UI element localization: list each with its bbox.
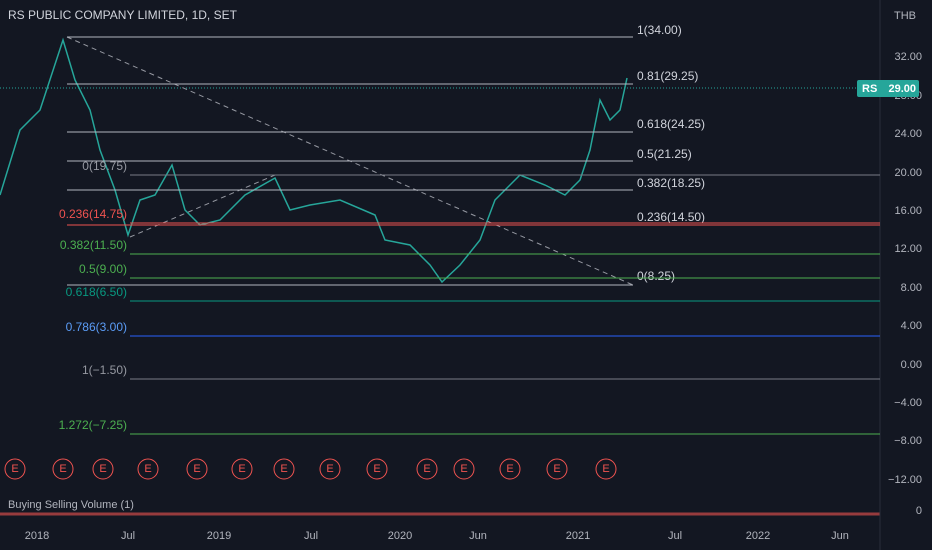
earnings-label: E (460, 463, 467, 475)
price-axis-label: 24.00 (894, 128, 922, 140)
earnings-label: E (59, 463, 66, 475)
earnings-label: E (423, 463, 430, 475)
chart-title: RS PUBLIC COMPANY LIMITED, 1D, SET (8, 8, 238, 22)
earnings-label: E (144, 463, 151, 475)
fib-label: 1(−1.50) (82, 363, 127, 377)
time-axis-label: 2021 (566, 530, 590, 542)
earnings-label: E (373, 463, 380, 475)
fib-label: 0.618(24.25) (637, 117, 705, 131)
earnings-label: E (280, 463, 287, 475)
earnings-label: E (238, 463, 245, 475)
price-axis-label: −12.00 (888, 474, 922, 486)
earnings-icon (4, 458, 26, 480)
price-tag-symbol: RS (862, 83, 877, 95)
price-tag-price: 29.00 (888, 83, 916, 95)
fib-label: 0.81(29.25) (637, 69, 698, 83)
earnings-label: E (11, 463, 18, 475)
price-axis-label: −8.00 (894, 435, 922, 447)
fib-label: 0.236(14.75) (59, 207, 127, 221)
earnings-icon (231, 458, 253, 480)
time-axis-label: 2018 (25, 530, 49, 542)
earnings-icon (137, 458, 159, 480)
earnings-icon (319, 458, 341, 480)
fib-label: 0(8.25) (637, 269, 675, 283)
earnings-label: E (602, 463, 609, 475)
price-axis-label: 0.00 (901, 359, 922, 371)
fib-label: 1.272(−7.25) (59, 418, 127, 432)
fib-label: 0(19.75) (82, 159, 127, 173)
earnings-icon (499, 458, 521, 480)
price-axis-label: 20.00 (894, 167, 922, 179)
fib-label: 0.786(3.00) (66, 320, 127, 334)
price-axis-label: −4.00 (894, 397, 922, 409)
time-axis-label: 2019 (207, 530, 231, 542)
price-tag (857, 80, 919, 97)
time-axis-label: Jul (304, 530, 318, 542)
time-axis-label: Jun (469, 530, 487, 542)
time-axis-label: Jul (121, 530, 135, 542)
time-axis-label: 2022 (746, 530, 770, 542)
price-axis-label: 8.00 (901, 282, 922, 294)
earnings-icon (595, 458, 617, 480)
price-axis-label: 16.00 (894, 205, 922, 217)
fib-label: 0.5(9.00) (79, 262, 127, 276)
currency: THB (894, 10, 916, 22)
fib-label: 1(34.00) (637, 23, 682, 37)
earnings-icon (416, 458, 438, 480)
fib-label: 0.382(11.50) (60, 238, 127, 252)
price-axis-label: 0 (916, 505, 922, 517)
fib-label: 0.5(21.25) (637, 147, 692, 161)
earnings-label: E (193, 463, 200, 475)
time-axis-label: Jul (668, 530, 682, 542)
earnings-label: E (326, 463, 333, 475)
earnings-icon (546, 458, 568, 480)
earnings-icon (366, 458, 388, 480)
price-axis-label: 12.00 (894, 243, 922, 255)
fib-label: 0.236(14.50) (637, 210, 705, 224)
earnings-label: E (506, 463, 513, 475)
earnings-icon (273, 458, 295, 480)
indicator-label: Buying Selling Volume (1) (8, 499, 134, 511)
fib-label: 0.382(18.25) (637, 176, 705, 190)
earnings-icon (453, 458, 475, 480)
time-axis-label: Jun (831, 530, 849, 542)
price-trace (0, 37, 628, 284)
price-axis-label: 32.00 (894, 51, 922, 63)
earnings-icon (92, 458, 114, 480)
earnings-icon (186, 458, 208, 480)
earnings-icon (52, 458, 74, 480)
price-axis-label: 4.00 (901, 320, 922, 332)
fib-label: 0.618(6.50) (66, 285, 127, 299)
time-axis-label: 2020 (388, 530, 412, 542)
earnings-label: E (553, 463, 560, 475)
earnings-label: E (99, 463, 106, 475)
